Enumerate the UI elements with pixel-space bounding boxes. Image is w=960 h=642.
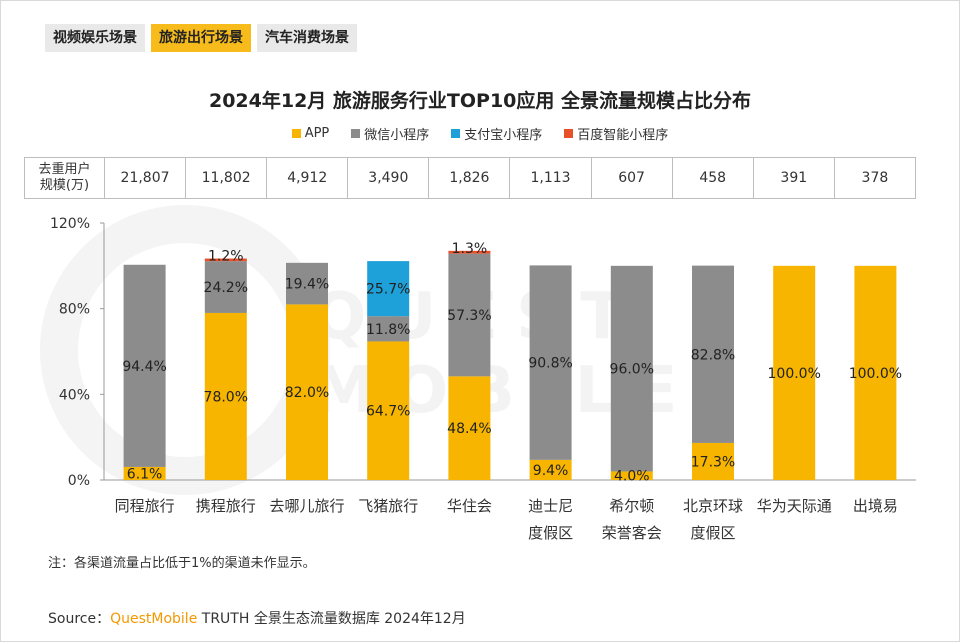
data-label: 48.4% (447, 421, 491, 437)
data-label: 82.8% (691, 347, 735, 363)
x-tick-label: 迪士尼 (528, 497, 573, 515)
data-label: 25.7% (366, 282, 410, 298)
legend-swatch-alipay (451, 129, 461, 138)
legend-label-app: APP (304, 126, 330, 141)
data-label: 1.3% (452, 241, 488, 257)
y-tick-label: 0% (68, 473, 90, 489)
bar-segment (204, 261, 247, 313)
data-label: 100.0% (768, 366, 821, 382)
user-scale-cell: 458 (671, 157, 754, 199)
source-prefix: Source： (48, 611, 111, 627)
data-label: 4.0% (614, 469, 650, 485)
user-scale-cell: 378 (833, 157, 917, 199)
bar-segment (529, 265, 572, 460)
tab-video-entertainment[interactable]: 视频娱乐场景 (45, 24, 145, 52)
user-scale-table: 去重用户 规模(万) 21,807 11,802 4,912 3,490 1,82… (24, 157, 917, 199)
x-tick-label: 度假区 (528, 524, 573, 542)
bar-segment (286, 304, 328, 480)
legend-swatch-app (291, 129, 301, 138)
legend-label-baidu: 百度智能小程序 (577, 128, 669, 143)
legend-item-wechat: 微信小程序 (351, 124, 429, 143)
data-label: 1.2% (208, 249, 244, 265)
data-label: 78.0% (204, 389, 248, 405)
data-label: 100.0% (849, 366, 902, 382)
bar-segment (448, 250, 491, 254)
user-scale-cell: 11,802 (185, 157, 268, 199)
x-tick-label: 同程旅行 (115, 497, 175, 515)
user-scale-header: 去重用户 规模(万) (24, 157, 105, 199)
data-label: 94.4% (122, 359, 166, 375)
source-brand: QuestMobile (110, 611, 198, 627)
bar-segment (123, 466, 166, 480)
data-label: 57.3% (447, 308, 491, 324)
x-tick-label: 出境易 (853, 497, 898, 515)
user-scale-cell: 4,912 (266, 157, 349, 199)
user-scale-cell: 1,826 (428, 157, 511, 199)
user-scale-cell: 607 (590, 157, 673, 199)
user-scale-header-line2: 规模(万) (39, 178, 90, 193)
user-scale-cell: 1,113 (509, 157, 592, 199)
data-label: 17.3% (691, 454, 735, 470)
data-label: 11.8% (366, 322, 410, 338)
bar-segment (448, 376, 491, 480)
source-suffix: TRUTH 全景生态流量数据库 2024年12月 (197, 611, 466, 627)
data-label: 24.2% (204, 280, 248, 296)
bar-segment (204, 312, 247, 480)
data-label: 96.0% (610, 362, 654, 378)
bar-segment (610, 265, 653, 472)
chart-title: 2024年12月 旅游服务行业TOP10应用 全景流量规模占比分布 (208, 90, 752, 112)
tab-travel[interactable]: 旅游出行场景 (151, 24, 251, 52)
user-scale-cell: 21,807 (103, 157, 187, 199)
legend-item-alipay: 支付宝小程序 (451, 124, 542, 143)
legend-item-baidu: 百度智能小程序 (564, 124, 668, 143)
source-line: Source：QuestMobile TRUTH 全景生态流量数据库 2024年… (48, 608, 466, 628)
y-tick-label: 120% (50, 216, 90, 232)
bar-segment (529, 459, 572, 480)
footnote: 注：各渠道流量占比低于1%的渠道未作显示。 (48, 556, 316, 571)
y-tick-label: 80% (59, 302, 90, 318)
bar-segment (367, 316, 410, 342)
x-tick-label: 北京环球 (683, 497, 743, 515)
x-tick-label: 去哪儿旅行 (269, 497, 344, 515)
data-label: 9.4% (533, 463, 569, 479)
data-label: 64.7% (366, 404, 410, 420)
legend-label-alipay: 支付宝小程序 (464, 128, 543, 143)
legend: APP 微信小程序 支付宝小程序 百度智能小程序 (0, 124, 960, 143)
user-scale-cell: 3,490 (347, 157, 430, 199)
bar-segment (773, 265, 816, 480)
bar-segment (854, 265, 897, 480)
legend-swatch-wechat (351, 129, 361, 138)
data-label: 82.0% (285, 385, 329, 401)
legend-item-app: APP (291, 124, 330, 143)
tab-auto-consumption[interactable]: 汽车消费场景 (257, 24, 357, 52)
bar-segment (610, 471, 653, 480)
bar-segment (204, 258, 247, 262)
bar-segment (367, 341, 410, 480)
bar-segment (123, 264, 166, 467)
x-tick-label: 荣誉客会 (602, 524, 662, 542)
bar-segment (367, 261, 410, 317)
x-tick-label: 携程旅行 (196, 497, 256, 515)
legend-label-wechat: 微信小程序 (364, 128, 430, 143)
bar-segment (448, 253, 491, 377)
x-tick-label: 希尔顿 (609, 497, 654, 515)
x-tick-label: 飞猪旅行 (358, 497, 418, 515)
x-tick-label: 华为天际通 (757, 497, 832, 515)
user-scale-cell: 391 (752, 157, 835, 199)
x-tick-label: 华住会 (447, 497, 492, 515)
data-label: 90.8% (528, 356, 572, 372)
user-scale-header-line1: 去重用户 (38, 162, 91, 177)
scene-tabs: 视频娱乐场景 旅游出行场景 汽车消费场景 (45, 24, 357, 52)
bar-segment (692, 442, 734, 480)
bar-segment (692, 265, 734, 443)
data-label: 6.1% (127, 466, 163, 482)
data-label: 19.4% (285, 277, 329, 293)
y-tick-label: 40% (59, 387, 90, 403)
legend-swatch-baidu (564, 129, 574, 138)
x-tick-label: 度假区 (690, 524, 735, 542)
bar-segment (286, 262, 328, 305)
